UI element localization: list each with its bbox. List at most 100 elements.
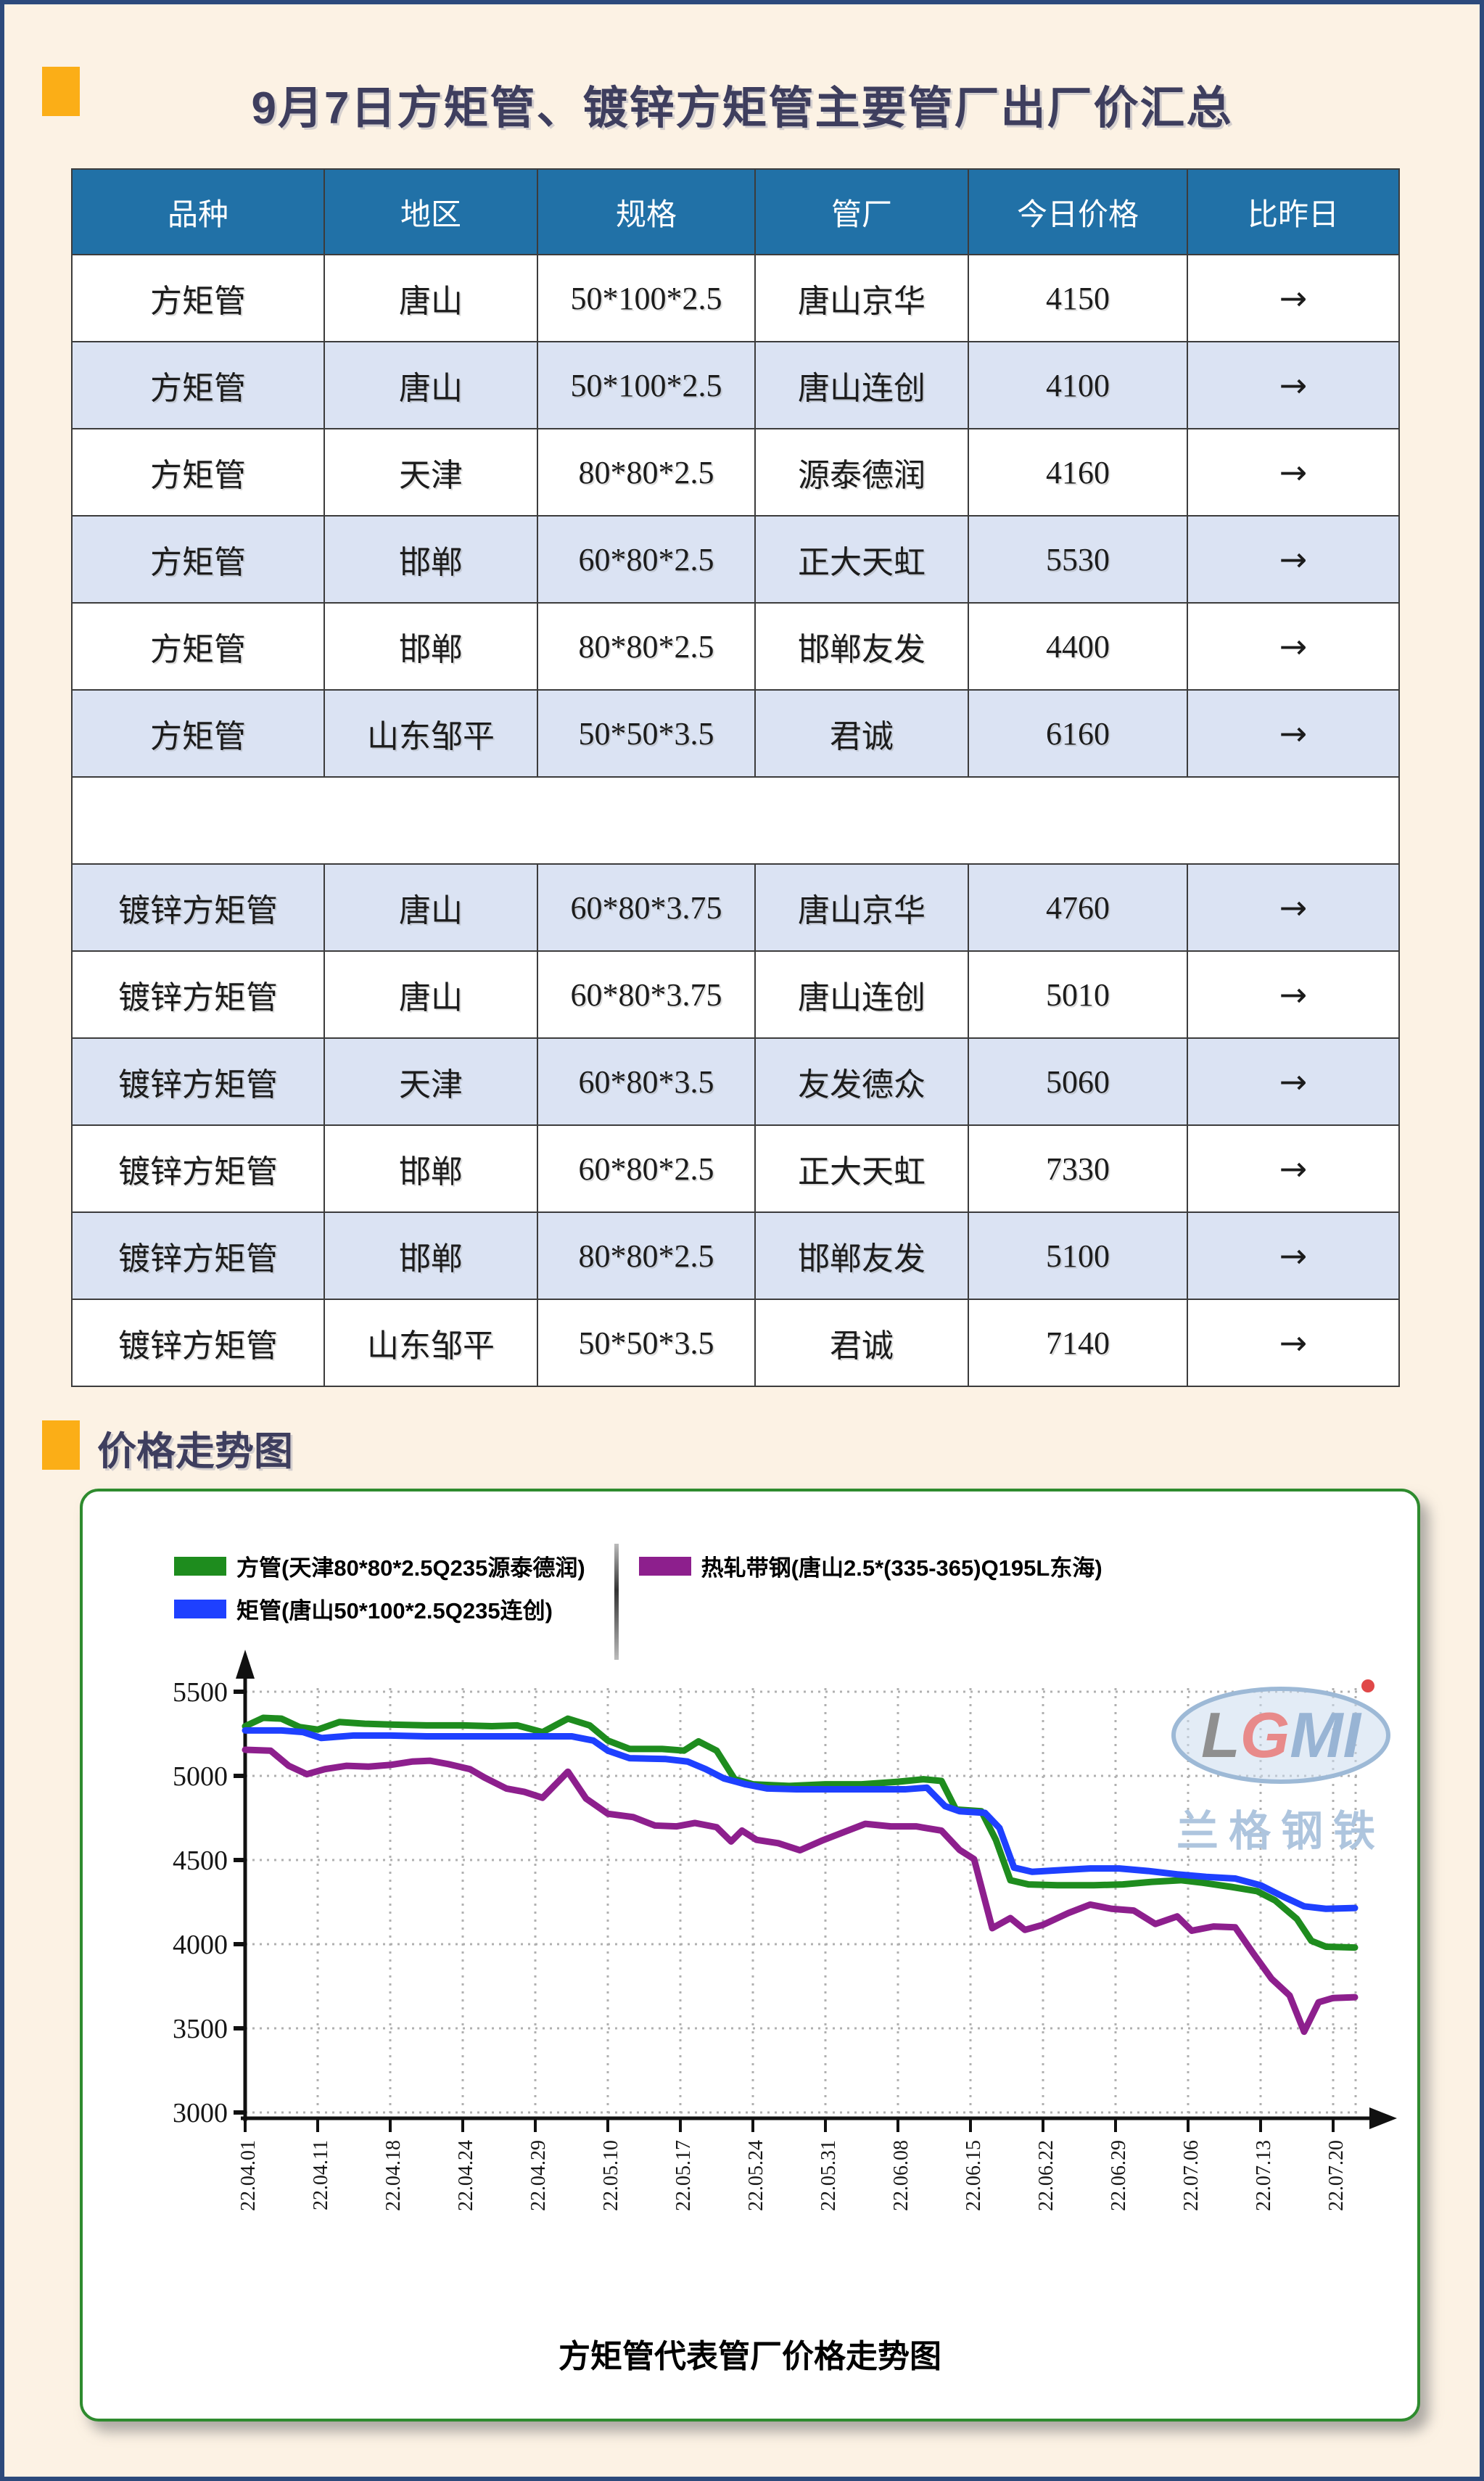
trend-arrow-cell: → [1187, 1037, 1400, 1126]
table-cell: 4760 [968, 863, 1188, 952]
chart-legend: 方管(天津80*80*2.5Q235源泰德润) 矩管(唐山50*100*2.5Q2… [174, 1544, 1102, 1660]
table-cell: 4100 [968, 341, 1188, 429]
y-tick-label: 4500 [173, 1846, 228, 1876]
table-cell: 邯郸 [323, 1124, 538, 1213]
legend-swatch-icon [174, 1599, 226, 1618]
table-cell: 方矩管 [71, 515, 325, 604]
table-cell: 50*50*3.5 [537, 689, 756, 778]
page-title: 9月7日方矩管、镀锌方矩管主要管厂出厂价汇总 [251, 83, 1233, 133]
table-row: 镀锌方矩管 唐山 60*80*3.75 唐山京华 4760 → [71, 863, 1400, 952]
x-tick-label: 22.06.15 [962, 2140, 985, 2211]
table-cell: 唐山京华 [754, 254, 969, 342]
table-cell: 镀锌方矩管 [71, 1124, 325, 1213]
legend-label: 方管(天津80*80*2.5Q235源泰德润) [236, 1555, 585, 1581]
trend-arrow-cell: → [1187, 1211, 1400, 1300]
x-tick-label: 22.07.06 [1180, 2140, 1203, 2211]
table-cell: 80*80*2.5 [537, 428, 756, 517]
table-cell: 唐山京华 [754, 863, 969, 952]
legend-swatch-icon [638, 1556, 691, 1576]
table-cell: 邯郸 [323, 602, 538, 691]
y-axis-arrow-icon [236, 1650, 255, 1679]
table-cell: 天津 [323, 428, 538, 517]
table-cell: 4150 [968, 254, 1188, 342]
table-cell: 唐山连创 [754, 950, 969, 1039]
table-cell: 镀锌方矩管 [71, 950, 325, 1039]
table-cell: 7140 [968, 1299, 1188, 1387]
series-line [242, 1727, 1359, 1912]
x-tick-label: 22.04.01 [237, 2140, 260, 2211]
table-row: 方矩管 邯郸 80*80*2.5 邯郸友发 4400 → [71, 602, 1400, 691]
lgmi-logo-text: LGMI [1201, 1699, 1362, 1771]
x-tick-label: 22.07.13 [1253, 2140, 1275, 2211]
table-cell: 方矩管 [71, 341, 325, 429]
section-title: 价格走势图 [97, 1430, 293, 1473]
table-cell: 镀锌方矩管 [71, 1211, 325, 1300]
x-tick-label: 22.07.20 [1325, 2140, 1348, 2211]
table-cell: 友发德众 [754, 1037, 969, 1126]
table-cell: 镀锌方矩管 [71, 1037, 325, 1126]
x-tick-label: 22.05.10 [600, 2140, 622, 2211]
legend-label: 热轧带钢(唐山2.5*(335-365)Q195L东海) [701, 1555, 1102, 1581]
table-cell: 50*100*2.5 [537, 254, 756, 342]
table-cell: 邯郸 [323, 515, 538, 604]
table-cell: 80*80*2.5 [537, 1211, 756, 1300]
x-tick-label: 22.04.18 [382, 2140, 405, 2211]
table-row: 镀锌方矩管 邯郸 80*80*2.5 邯郸友发 5100 → [71, 1211, 1400, 1300]
table-cell: 60*80*3.75 [537, 950, 756, 1039]
table-cell: 君诚 [754, 1299, 969, 1387]
table-header-cell: 今日价格 [968, 168, 1188, 255]
table-cell: 方矩管 [71, 689, 325, 778]
table-cell: 唐山 [323, 254, 538, 342]
legend-item: 热轧带钢(唐山2.5*(335-365)Q195L东海) [638, 1550, 1102, 1582]
x-tick-label: 22.04.24 [455, 2140, 477, 2211]
x-axis-arrow-icon [1369, 2107, 1397, 2129]
table-cell: 山东邹平 [323, 689, 538, 778]
lgmi-logo-icon [1171, 1687, 1390, 1784]
table-cell: 邯郸 [323, 1211, 538, 1300]
table-cell: 镀锌方矩管 [71, 1299, 325, 1387]
trend-arrow-cell: → [1187, 428, 1400, 517]
table-cell: 方矩管 [71, 254, 325, 342]
table-cell: 5010 [968, 950, 1188, 1039]
table-header-cell: 地区 [323, 168, 538, 255]
logo-dot-icon [1361, 1679, 1374, 1692]
x-tick-label: 22.04.11 [310, 2140, 332, 2210]
x-tick-label: 22.06.08 [890, 2140, 912, 2211]
table-row: 镀锌方矩管 天津 60*80*3.5 友发德众 5060 → [71, 1037, 1400, 1126]
table-cell: 正大天虹 [754, 515, 969, 604]
y-tick-label: 3500 [173, 2014, 228, 2044]
table-row: 镀锌方矩管 山东邹平 50*50*3.5 君诚 7140 → [71, 1299, 1400, 1387]
x-tick-label: 22.06.22 [1035, 2140, 1058, 2211]
y-tick-label: 4000 [173, 1930, 228, 1960]
trend-arrow-cell: → [1187, 602, 1400, 691]
table-cell: 方矩管 [71, 428, 325, 517]
chart-card: 方管(天津80*80*2.5Q235源泰德润) 矩管(唐山50*100*2.5Q2… [80, 1489, 1420, 2422]
x-tick-label: 22.05.24 [745, 2140, 767, 2211]
table-cell: 山东邹平 [323, 1299, 538, 1387]
y-tick-label: 5000 [173, 1761, 228, 1792]
series-line [242, 1746, 1359, 2036]
table-cell: 邯郸友发 [754, 1211, 969, 1300]
orange-accent-bar [42, 67, 80, 116]
table-row: 方矩管 天津 80*80*2.5 源泰德润 4160 → [71, 428, 1400, 517]
table-row: 镀锌方矩管 唐山 60*80*3.75 唐山连创 5010 → [71, 950, 1400, 1039]
table-row: 方矩管 唐山 50*100*2.5 唐山京华 4150 → [71, 254, 1400, 342]
x-tick-label: 22.04.29 [527, 2140, 550, 2211]
trend-arrow-cell: → [1187, 515, 1400, 604]
spacer-cell [71, 776, 1400, 865]
table-header-cell: 品种 [71, 168, 325, 255]
table-header-cell: 比昨日 [1187, 168, 1400, 255]
table-row: 方矩管 唐山 50*100*2.5 唐山连创 4100 → [71, 341, 1400, 429]
x-tick-label: 22.06.29 [1108, 2140, 1130, 2211]
orange-accent-bar [42, 1420, 80, 1470]
table-cell: 镀锌方矩管 [71, 863, 325, 952]
legend-column-left: 方管(天津80*80*2.5Q235源泰德润) 矩管(唐山50*100*2.5Q2… [174, 1550, 585, 1635]
table-cell: 4400 [968, 602, 1188, 691]
brand-watermark-text: 兰格钢铁 [1176, 1808, 1385, 1855]
table-cell: 50*50*3.5 [537, 1299, 756, 1387]
table-cell: 唐山 [323, 341, 538, 429]
table-cell: 4160 [968, 428, 1188, 517]
trend-arrow-cell: → [1187, 1124, 1400, 1213]
table-cell: 正大天虹 [754, 1124, 969, 1213]
legend-label: 矩管(唐山50*100*2.5Q235连创) [236, 1598, 553, 1624]
